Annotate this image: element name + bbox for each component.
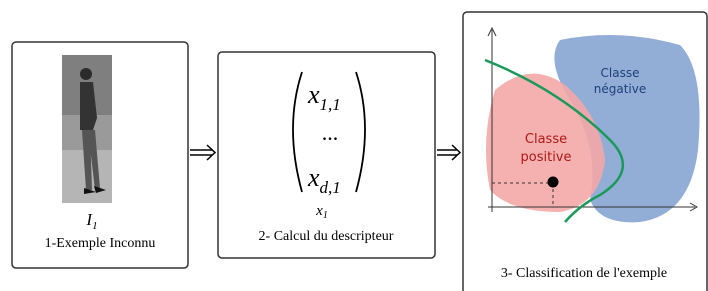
class-label: Classe — [601, 66, 640, 80]
text: 1 — [92, 220, 98, 232]
text: 1,1 — [320, 95, 341, 114]
text: 1 — [323, 210, 328, 221]
diagram: I1 1-Exemple Inconnu x1,1 ... xd,1 x1 2-… — [0, 0, 708, 291]
class-label: Classe — [525, 132, 567, 147]
step-label: 1-Exemple Inconnu — [45, 236, 156, 251]
text: d,1 — [320, 178, 341, 197]
step-label: 3- Classification de l'exemple — [501, 266, 667, 281]
class-label: négative — [594, 82, 646, 96]
text: x — [307, 80, 320, 109]
matrix-entry: ... — [322, 120, 339, 145]
step-label: 2- Calcul du descripteur — [259, 229, 394, 244]
arrow — [190, 145, 215, 160]
text: x — [307, 163, 320, 192]
sample-point — [548, 177, 559, 188]
step-box — [218, 52, 435, 258]
arrow — [437, 145, 460, 160]
person-photo — [62, 55, 112, 203]
class-label: positive — [521, 150, 572, 165]
